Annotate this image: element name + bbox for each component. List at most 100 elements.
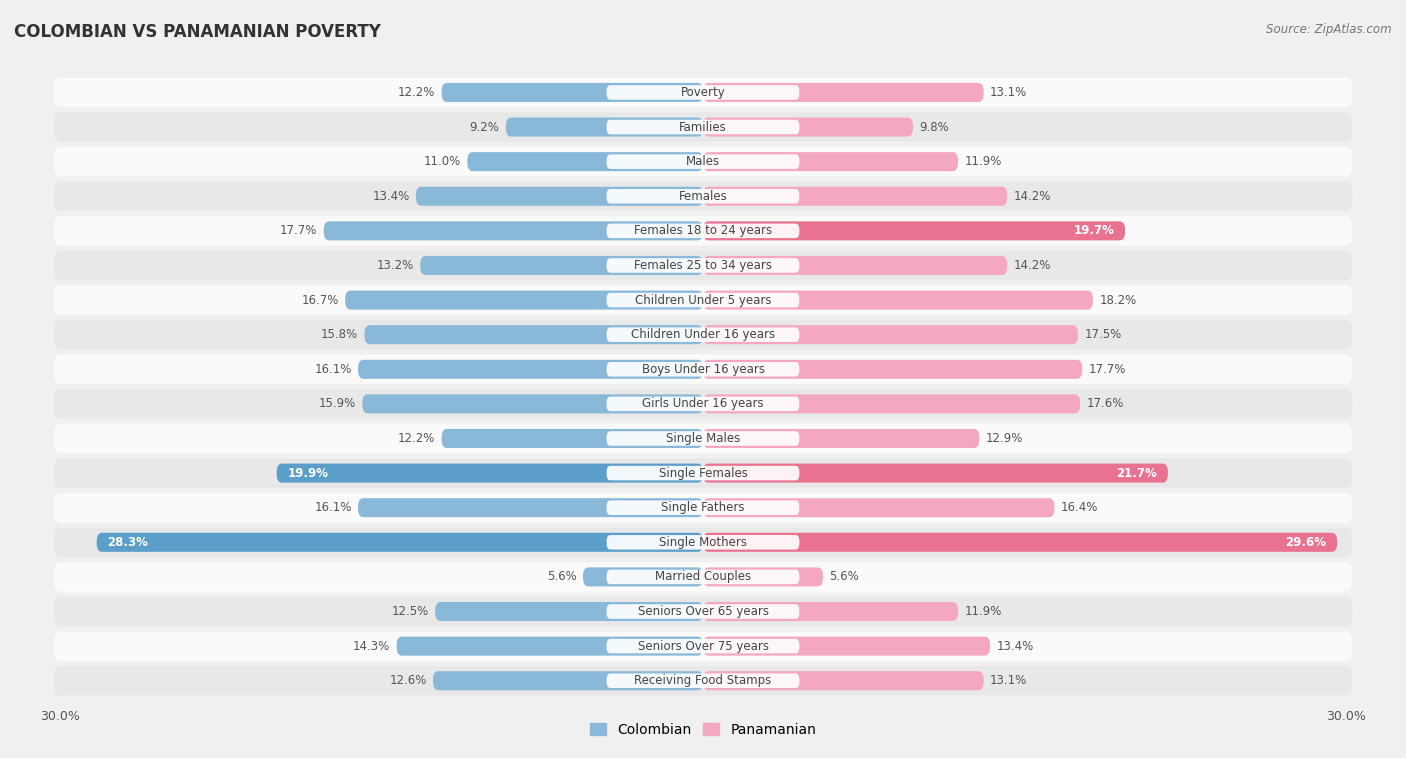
FancyBboxPatch shape — [606, 120, 800, 134]
FancyBboxPatch shape — [433, 671, 703, 691]
Text: Females 25 to 34 years: Females 25 to 34 years — [634, 259, 772, 272]
FancyBboxPatch shape — [53, 597, 1353, 626]
Text: 11.9%: 11.9% — [965, 605, 1001, 618]
FancyBboxPatch shape — [53, 493, 1353, 522]
Text: 13.4%: 13.4% — [997, 640, 1033, 653]
FancyBboxPatch shape — [359, 360, 703, 379]
FancyBboxPatch shape — [97, 533, 703, 552]
Text: Source: ZipAtlas.com: Source: ZipAtlas.com — [1267, 23, 1392, 36]
Text: 19.9%: 19.9% — [287, 467, 329, 480]
FancyBboxPatch shape — [467, 152, 703, 171]
Text: 11.9%: 11.9% — [965, 155, 1001, 168]
FancyBboxPatch shape — [606, 293, 800, 307]
FancyBboxPatch shape — [277, 464, 703, 483]
FancyBboxPatch shape — [703, 568, 823, 587]
FancyBboxPatch shape — [703, 290, 1092, 309]
FancyBboxPatch shape — [703, 256, 1007, 275]
FancyBboxPatch shape — [53, 147, 1353, 177]
FancyBboxPatch shape — [606, 224, 800, 238]
Text: 12.2%: 12.2% — [398, 432, 436, 445]
Text: 16.1%: 16.1% — [315, 501, 352, 514]
FancyBboxPatch shape — [346, 290, 703, 309]
FancyBboxPatch shape — [53, 666, 1353, 695]
Text: 5.6%: 5.6% — [547, 571, 576, 584]
FancyBboxPatch shape — [606, 189, 800, 203]
FancyBboxPatch shape — [703, 671, 984, 691]
FancyBboxPatch shape — [703, 325, 1078, 344]
Text: 16.4%: 16.4% — [1060, 501, 1098, 514]
FancyBboxPatch shape — [606, 500, 800, 515]
Text: Poverty: Poverty — [681, 86, 725, 99]
Text: Children Under 5 years: Children Under 5 years — [634, 293, 772, 306]
FancyBboxPatch shape — [703, 83, 984, 102]
FancyBboxPatch shape — [364, 325, 703, 344]
FancyBboxPatch shape — [703, 533, 1337, 552]
Text: 16.1%: 16.1% — [315, 363, 352, 376]
FancyBboxPatch shape — [436, 602, 703, 621]
Text: Receiving Food Stamps: Receiving Food Stamps — [634, 674, 772, 688]
Text: Females 18 to 24 years: Females 18 to 24 years — [634, 224, 772, 237]
FancyBboxPatch shape — [606, 431, 800, 446]
Text: Families: Families — [679, 121, 727, 133]
Text: 14.2%: 14.2% — [1014, 259, 1052, 272]
FancyBboxPatch shape — [53, 389, 1353, 418]
Text: 13.1%: 13.1% — [990, 674, 1028, 688]
FancyBboxPatch shape — [606, 327, 800, 342]
Text: Married Couples: Married Couples — [655, 571, 751, 584]
FancyBboxPatch shape — [396, 637, 703, 656]
Text: Males: Males — [686, 155, 720, 168]
Text: 21.7%: 21.7% — [1116, 467, 1157, 480]
FancyBboxPatch shape — [363, 394, 703, 413]
FancyBboxPatch shape — [441, 429, 703, 448]
Text: Single Males: Single Males — [666, 432, 740, 445]
Text: 13.2%: 13.2% — [377, 259, 413, 272]
Legend: Colombian, Panamanian: Colombian, Panamanian — [583, 718, 823, 743]
Text: Seniors Over 75 years: Seniors Over 75 years — [637, 640, 769, 653]
FancyBboxPatch shape — [53, 182, 1353, 211]
Text: 17.7%: 17.7% — [1088, 363, 1126, 376]
FancyBboxPatch shape — [53, 355, 1353, 384]
Text: Single Females: Single Females — [658, 467, 748, 480]
FancyBboxPatch shape — [703, 186, 1007, 205]
FancyBboxPatch shape — [606, 673, 800, 688]
FancyBboxPatch shape — [420, 256, 703, 275]
Text: 12.5%: 12.5% — [391, 605, 429, 618]
Text: 12.6%: 12.6% — [389, 674, 426, 688]
FancyBboxPatch shape — [359, 498, 703, 517]
FancyBboxPatch shape — [416, 186, 703, 205]
FancyBboxPatch shape — [506, 117, 703, 136]
Text: Girls Under 16 years: Girls Under 16 years — [643, 397, 763, 410]
Text: 17.6%: 17.6% — [1087, 397, 1123, 410]
Text: Females: Females — [679, 190, 727, 202]
FancyBboxPatch shape — [606, 570, 800, 584]
FancyBboxPatch shape — [606, 85, 800, 100]
FancyBboxPatch shape — [703, 602, 957, 621]
FancyBboxPatch shape — [606, 396, 800, 411]
FancyBboxPatch shape — [606, 258, 800, 273]
FancyBboxPatch shape — [53, 631, 1353, 661]
FancyBboxPatch shape — [606, 535, 800, 550]
FancyBboxPatch shape — [583, 568, 703, 587]
Text: 14.2%: 14.2% — [1014, 190, 1052, 202]
FancyBboxPatch shape — [53, 562, 1353, 591]
Text: 5.6%: 5.6% — [830, 571, 859, 584]
FancyBboxPatch shape — [53, 78, 1353, 107]
Text: Children Under 16 years: Children Under 16 years — [631, 328, 775, 341]
Text: 11.0%: 11.0% — [423, 155, 461, 168]
Text: 17.5%: 17.5% — [1084, 328, 1122, 341]
Text: 28.3%: 28.3% — [107, 536, 148, 549]
FancyBboxPatch shape — [53, 285, 1353, 315]
Text: 15.9%: 15.9% — [319, 397, 356, 410]
Text: 12.9%: 12.9% — [986, 432, 1024, 445]
FancyBboxPatch shape — [53, 459, 1353, 488]
FancyBboxPatch shape — [323, 221, 703, 240]
Text: 13.1%: 13.1% — [990, 86, 1028, 99]
Text: 17.7%: 17.7% — [280, 224, 318, 237]
FancyBboxPatch shape — [53, 320, 1353, 349]
FancyBboxPatch shape — [606, 155, 800, 169]
FancyBboxPatch shape — [606, 604, 800, 619]
Text: 19.7%: 19.7% — [1073, 224, 1115, 237]
Text: COLOMBIAN VS PANAMANIAN POVERTY: COLOMBIAN VS PANAMANIAN POVERTY — [14, 23, 381, 41]
Text: Seniors Over 65 years: Seniors Over 65 years — [637, 605, 769, 618]
FancyBboxPatch shape — [703, 152, 957, 171]
